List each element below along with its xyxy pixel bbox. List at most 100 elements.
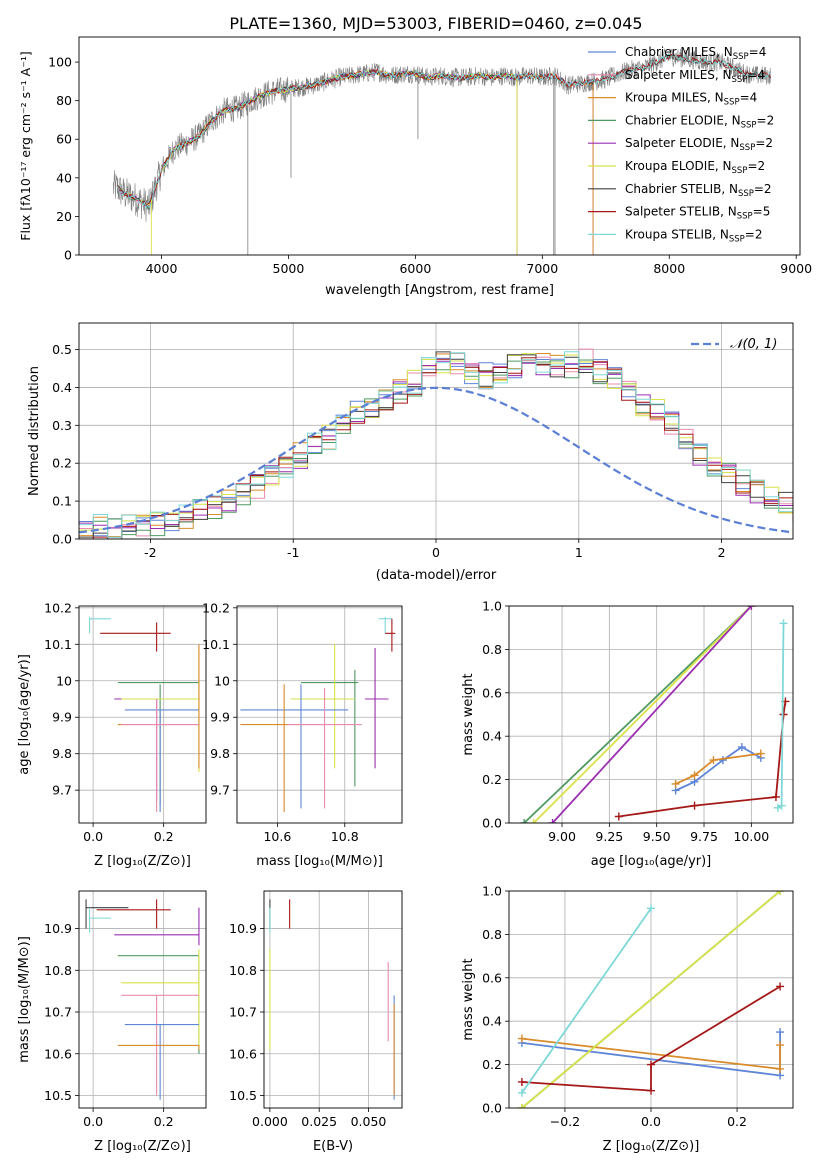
y-tick-label: 10.5 <box>44 1088 72 1103</box>
legend-label: Salpeter STELIB, NSSP=5 <box>625 205 770 222</box>
legend-label-main: Chabrier STELIB, N <box>625 182 738 196</box>
histogram-step-line <box>79 351 793 539</box>
legend-label: Chabrier ELODIE, NSSP=2 <box>625 113 774 130</box>
y-tick-label: 1.0 <box>482 884 502 899</box>
legend-label-main: Salpeter STELIB, N <box>625 205 737 219</box>
x-axis-label: (data-model)/error <box>376 568 497 583</box>
weight-point-marker <box>690 771 699 780</box>
axes-age_vs_mass <box>233 606 402 827</box>
y-tick-label: 0.6 <box>482 970 502 985</box>
weight-point-marker <box>548 819 557 823</box>
legend-label-end: =2 <box>754 182 772 196</box>
weight-point-marker <box>517 1104 526 1108</box>
y-tick-label: 9.9 <box>210 710 230 725</box>
weight-point-marker <box>776 891 785 895</box>
y-tick-label: 10.8 <box>229 963 257 978</box>
legend-label: Kroupa STELIB, NSSP=2 <box>625 227 763 244</box>
legend-label: Salpeter ELODIE, NSSP=2 <box>625 136 773 153</box>
y-tick-label: 0.2 <box>482 772 502 787</box>
weight-point-marker <box>779 619 788 628</box>
legend-label-end: =2 <box>757 113 775 127</box>
x-tick-label: 9.75 <box>690 829 718 844</box>
y-tick-label: 9.9 <box>52 710 72 725</box>
weight-point-marker <box>517 1088 526 1097</box>
y-tick-label: 10 <box>214 673 230 688</box>
legend-label-sub: SSP <box>737 212 753 222</box>
weight-point-marker <box>517 1077 526 1086</box>
plot-frame-residuals <box>78 322 794 540</box>
y-tick-label: 0.0 <box>52 532 72 547</box>
weight-line-group <box>517 891 785 1108</box>
figure-title: PLATE=1360, MJD=53003, FIBERID=0460, z=0… <box>229 14 642 33</box>
y-tick-label: 9.7 <box>210 783 230 798</box>
y-tick-label: 80 <box>56 93 72 108</box>
legend-label-sub: SSP <box>732 166 748 176</box>
x-axis-label: Z [log₁₀(Z/Z⊙)] <box>603 1139 700 1154</box>
x-tick-label: 0.0 <box>83 829 103 844</box>
x-axis-label: Z [log₁₀(Z/Z⊙)] <box>94 854 191 869</box>
x-tick-label: 8000 <box>653 261 685 276</box>
weight-point-marker <box>747 606 756 610</box>
plot-frame-age_vs_Z <box>78 605 207 824</box>
x-tick-label: 9.25 <box>595 829 623 844</box>
y-tick-label: 1.0 <box>482 599 502 614</box>
x-tick-label: 0.2 <box>154 1114 174 1129</box>
y-tick-label: 40 <box>56 170 72 185</box>
y-axis-label: Flux [fλ10⁻¹⁷ erg cm⁻² s⁻¹ A⁻¹] <box>18 51 33 240</box>
x-tick-label: 0 <box>432 545 440 560</box>
y-tick-label: 0.5 <box>52 342 72 357</box>
legend-label-sub: SSP <box>732 75 748 85</box>
legend-label: Kroupa MILES, NSSP=4 <box>625 91 757 108</box>
errorbar-group <box>240 616 396 813</box>
x-tick-label: 7000 <box>526 261 558 276</box>
y-tick-label: 0.1 <box>52 494 72 509</box>
y-tick-label: 10.6 <box>44 1046 72 1061</box>
x-tick-label: 0.050 <box>351 1114 387 1129</box>
y-tick-label: 0.4 <box>482 1014 502 1029</box>
x-axis-label: E(B-V) <box>313 1139 353 1154</box>
legend-label-main: Kroupa ELODIE, N <box>625 159 732 173</box>
y-tick-label: 0.8 <box>482 927 502 942</box>
x-axis-label: wavelength [Angstrom, rest frame] <box>325 283 554 298</box>
legend-label-main: Chabrier ELODIE, N <box>625 113 741 127</box>
x-tick-label: 9.50 <box>643 829 671 844</box>
weight-line <box>523 606 752 823</box>
weight-point-marker <box>776 1064 785 1073</box>
y-tick-label: 10.2 <box>202 600 230 615</box>
legend-label-sub: SSP <box>729 234 745 244</box>
weight-line-group <box>520 606 790 823</box>
y-tick-label: 0.4 <box>482 729 502 744</box>
y-tick-label: 10 <box>56 673 72 688</box>
y-tick-label: 10.7 <box>229 1005 257 1020</box>
legend-label-sub: SSP <box>741 120 757 130</box>
legend-label-end: =2 <box>745 227 763 241</box>
x-tick-label: 4000 <box>146 261 178 276</box>
model-spectrum-line <box>116 53 771 208</box>
x-tick-label: 0.2 <box>154 829 174 844</box>
plot-frame-mass_vs_Z <box>78 890 207 1109</box>
x-tick-label: 5000 <box>273 261 305 276</box>
errorbar-group <box>89 616 200 813</box>
legend-label: Chabrier MILES, NSSP=4 <box>625 45 766 62</box>
normal-distribution-curve <box>79 386 793 534</box>
x-axis-label: mass [log₁₀(M/M⊙)] <box>256 854 383 869</box>
y-tick-label: 100 <box>48 55 72 70</box>
x-tick-label: 1 <box>575 545 583 560</box>
y-tick-label: 20 <box>56 209 72 224</box>
y-tick-label: 0.3 <box>52 418 72 433</box>
weight-point-marker <box>529 819 538 823</box>
weight-line <box>551 606 752 823</box>
y-tick-label: 0.0 <box>482 816 502 831</box>
y-tick-label: 10.8 <box>44 963 72 978</box>
x-tick-label: -2 <box>144 545 156 560</box>
legend-label-main: Kroupa STELIB, N <box>625 227 729 241</box>
weight-point-marker <box>776 1041 785 1050</box>
weight-point-marker <box>647 904 655 913</box>
x-axis-label: Z [log₁₀(Z/Z⊙)] <box>94 1139 191 1154</box>
weight-line <box>521 891 781 1108</box>
y-axis-label: mass weight <box>461 958 476 1040</box>
legend-label-main: Kroupa MILES, N <box>625 91 724 105</box>
weight-line <box>521 985 781 1092</box>
y-tick-label: 9.7 <box>52 783 72 798</box>
